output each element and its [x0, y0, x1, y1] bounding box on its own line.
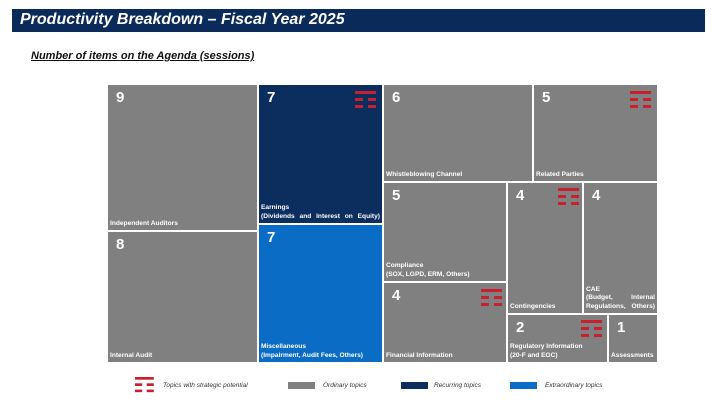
- treemap-cell-cae: 4 CAE (Budget, Internal Regulations, Other…: [583, 182, 658, 314]
- treemap-value-internal-audit: 8: [116, 236, 125, 253]
- treemap-value-financial-information: 4: [392, 287, 401, 304]
- treemap-label-financial-information: Financial Information: [386, 351, 453, 359]
- treemap-cell-compliance: 5 Compliance (SOX, LGPD, ERM, Others): [383, 182, 507, 282]
- treemap-cell-miscellaneous: 7 Miscellaneous (Impairment, Audit Fees, O…: [258, 224, 383, 363]
- page-title: Productivity Breakdown – Fiscal Year 202…: [20, 11, 345, 28]
- legend-swatch-recurring: [401, 382, 428, 389]
- treemap-value-regulatory-information: 2: [516, 319, 525, 336]
- treemap-value-independent-auditors: 9: [116, 89, 125, 106]
- treemap-label-earnings: Earnings (Dividends and Interest on Equit…: [261, 204, 380, 220]
- treemap-cell-contingencies: 4 Contingencies: [507, 182, 583, 314]
- treemap-label-cae: CAE (Budget, Internal Regulations, Others…: [586, 285, 655, 310]
- treemap-label-independent-auditors: Independent Auditors: [110, 219, 178, 227]
- treemap-value-contingencies: 4: [516, 187, 525, 204]
- treemap-label-contingencies: Contingencies: [510, 302, 556, 310]
- strategic-potential-icon: [581, 320, 602, 337]
- treemap-cell-independent-auditors: 9 Independent Auditors: [107, 84, 258, 231]
- strategic-potential-icon: [355, 91, 376, 108]
- strategic-potential-icon: [630, 91, 651, 108]
- chart-subtitle: Number of items on the Agenda (sessions): [31, 50, 255, 62]
- legend-swatch-ordinary: [288, 382, 315, 389]
- treemap-value-related-parties: 5: [542, 89, 551, 106]
- treemap-value-assessments: 1: [617, 319, 626, 336]
- legend-label-recurring: Recurring topics: [434, 382, 481, 389]
- treemap-value-compliance: 5: [392, 187, 401, 204]
- treemap-cell-assessments: 1 Assessments: [608, 314, 658, 363]
- treemap-label-miscellaneous: Miscellaneous (Impairment, Audit Fees, Ot…: [261, 343, 363, 359]
- treemap-value-earnings: 7: [267, 89, 276, 106]
- legend-label-extraordinary: Extraordinary topics: [545, 382, 603, 389]
- treemap-label-related-parties: Related Parties: [536, 170, 584, 178]
- strategic-potential-icon: [558, 188, 579, 205]
- treemap-cell-internal-audit: 8 Internal Audit: [107, 231, 258, 363]
- treemap-label-compliance: Compliance (SOX, LGPD, ERM, Others): [386, 262, 470, 278]
- strategic-potential-icon: [135, 377, 154, 393]
- treemap-value-whistleblowing-channel: 6: [392, 89, 401, 106]
- treemap-cell-financial-information: 4 Financial Information: [383, 282, 507, 363]
- treemap-cell-earnings: 7 Earnings (Dividends and Interest on Equi…: [258, 84, 383, 224]
- treemap-value-miscellaneous: 7: [267, 229, 276, 246]
- treemap-cell-regulatory-information: 2 Regulatory Information (20-F and EGC): [507, 314, 608, 363]
- treemap-label-whistleblowing-channel: Whistleblowing Channel: [386, 170, 463, 178]
- title-banner: Productivity Breakdown – Fiscal Year 202…: [12, 9, 705, 32]
- treemap-cell-related-parties: 5 Related Parties: [533, 84, 658, 182]
- treemap-cell-whistleblowing-channel: 6 Whistleblowing Channel: [383, 84, 533, 182]
- legend-label-ordinary: Ordinary topics: [323, 382, 367, 389]
- treemap-label-assessments: Assessments: [611, 351, 654, 359]
- legend-label-strategic: Topics with strategic potential: [163, 382, 248, 389]
- strategic-potential-icon: [481, 289, 502, 306]
- treemap-label-regulatory-information: Regulatory Information (20-F and EGC): [510, 343, 583, 359]
- legend-swatch-extraordinary: [510, 382, 537, 389]
- treemap-label-internal-audit: Internal Audit: [110, 351, 153, 359]
- treemap-value-cae: 4: [592, 187, 601, 204]
